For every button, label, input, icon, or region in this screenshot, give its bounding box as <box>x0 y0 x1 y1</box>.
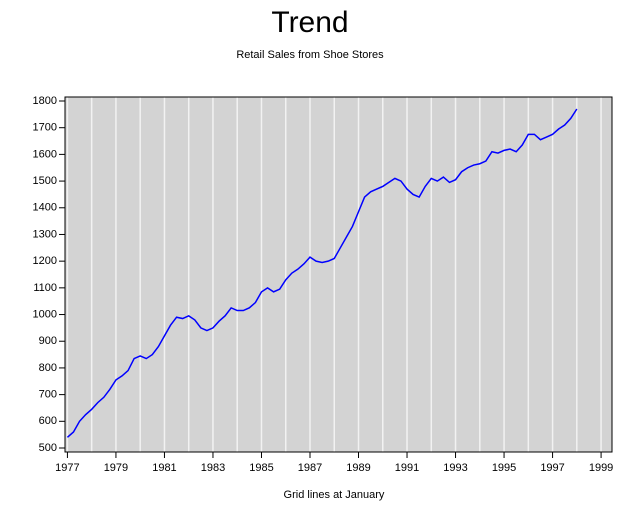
x-tick-label: 1991 <box>395 462 419 474</box>
y-tick-label: 1700 <box>33 122 57 134</box>
y-tick-label: 1300 <box>33 228 57 240</box>
x-tick-label: 1995 <box>492 462 516 474</box>
y-tick-label: 1500 <box>33 175 57 187</box>
trend-line <box>66 108 578 438</box>
y-tick-label: 1400 <box>33 202 57 214</box>
y-tick-label: 900 <box>39 335 57 347</box>
x-tick-label: 1977 <box>55 462 79 474</box>
chart-subtitle: Retail Sales from Shoe Stores <box>236 49 384 61</box>
y-tick-label: 800 <box>39 362 57 374</box>
y-tick-label: 700 <box>39 389 57 401</box>
plot-area <box>65 97 612 452</box>
y-tick-label: 1600 <box>33 148 57 160</box>
x-axis-label: Grid lines at January <box>284 489 385 501</box>
x-tick-label: 1997 <box>540 462 564 474</box>
y-tick-label: 500 <box>39 442 57 454</box>
x-tick-label: 1993 <box>443 462 467 474</box>
x-tick-label: 1985 <box>249 462 273 474</box>
y-tick-label: 1100 <box>33 282 57 294</box>
y-tick-label: 1800 <box>33 95 57 107</box>
x-tick-label: 1999 <box>589 462 613 474</box>
y-tick-label: 600 <box>39 415 57 427</box>
y-tick-label: 1000 <box>33 308 57 320</box>
x-tick-label: 1989 <box>346 462 370 474</box>
x-tick-label: 1979 <box>104 462 128 474</box>
y-tick-label: 1200 <box>33 255 57 267</box>
chart-title: Trend <box>271 6 348 39</box>
x-tick-label: 1987 <box>298 462 322 474</box>
x-tick-label: 1983 <box>201 462 225 474</box>
plot-frame <box>64 96 613 453</box>
x-tick-label: 1981 <box>152 462 176 474</box>
